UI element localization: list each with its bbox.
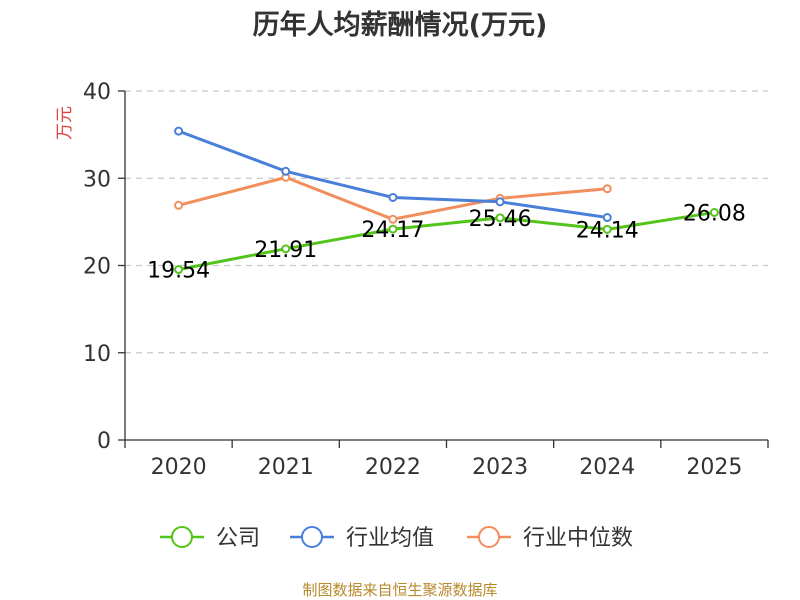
y-tick-label: 30 [83,167,111,192]
series-point-1 [388,192,398,202]
series-point-2 [174,200,184,210]
series-point-1 [281,166,291,176]
y-tick-label: 0 [97,429,111,454]
legend-label: 公司 [216,526,260,551]
series-point-0 [174,265,184,275]
series-point-0 [388,224,398,234]
series-lines [174,126,719,275]
legend-swatch-marker [478,526,500,548]
source-note: 制图数据来自恒生聚源数据库 [302,581,497,599]
data-label: 25.46 [469,207,532,232]
x-tick-label: 2024 [579,455,635,480]
series-point-0 [709,207,719,217]
y-axis-label: 万元 [55,106,75,140]
y-tick-label: 10 [83,342,111,367]
data-label: 21.91 [254,238,317,263]
series-line-0 [178,210,715,271]
legend-label: 行业中位数 [523,526,633,551]
series-point-2 [602,184,612,194]
data-label: 26.08 [683,201,746,226]
series-line-1 [178,129,608,219]
y-tick-label: 20 [83,255,111,280]
x-tick-label: 2020 [151,455,207,480]
series-point-0 [281,244,291,254]
series-point-1 [602,213,612,223]
gridlines [125,90,768,354]
series-point-0 [602,224,612,234]
x-tick-label: 2025 [686,455,742,480]
legend-label: 行业均值 [346,526,434,551]
data-labels: 19.54 21.91 24.17 25.46 24.14 26.08 [147,201,746,283]
axes: 0 10 20 30 40 2020 2021 2022 2023 2024 2025 [83,80,769,480]
data-label: 19.54 [147,259,210,284]
x-tick-label: 2022 [365,455,421,480]
legend[interactable]: 公司 行业均值 行业中位数 [160,526,633,551]
series-point-1 [174,126,184,136]
series-point-1 [495,197,505,207]
series-point-2 [388,214,398,224]
legend-swatch-marker [301,526,323,548]
y-tick-label: 40 [83,80,111,105]
x-tick-label: 2021 [258,455,314,480]
data-label: 24.17 [361,218,424,243]
chart-title: 历年人均薪酬情况(万元) [253,9,548,41]
x-tick-label: 2023 [472,455,528,480]
legend-swatch-marker [171,526,193,548]
series-point-0 [495,213,505,223]
data-label: 24.14 [576,218,639,243]
